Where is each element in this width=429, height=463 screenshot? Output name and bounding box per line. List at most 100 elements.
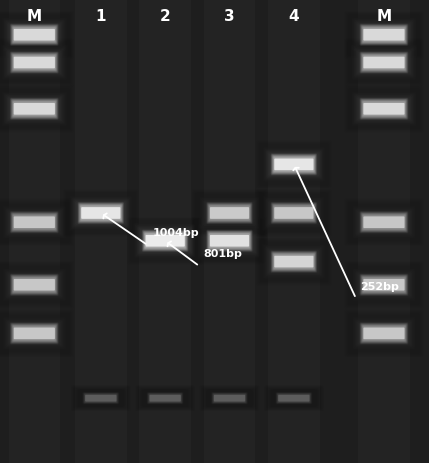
FancyBboxPatch shape [0,265,70,305]
FancyBboxPatch shape [145,233,186,249]
FancyBboxPatch shape [275,393,312,404]
FancyBboxPatch shape [211,393,248,404]
FancyBboxPatch shape [85,394,117,402]
FancyBboxPatch shape [206,202,253,224]
FancyBboxPatch shape [12,324,57,343]
FancyBboxPatch shape [351,268,417,302]
FancyBboxPatch shape [259,192,329,234]
FancyBboxPatch shape [350,204,417,240]
FancyBboxPatch shape [261,194,327,232]
FancyBboxPatch shape [207,390,252,407]
FancyBboxPatch shape [277,394,311,403]
FancyBboxPatch shape [358,274,410,296]
FancyBboxPatch shape [363,55,405,70]
FancyBboxPatch shape [14,56,55,69]
FancyBboxPatch shape [270,389,317,407]
FancyBboxPatch shape [257,239,330,284]
Text: 1: 1 [96,9,106,24]
FancyBboxPatch shape [271,251,317,272]
FancyBboxPatch shape [348,43,420,82]
FancyBboxPatch shape [142,230,188,251]
FancyBboxPatch shape [13,326,55,341]
FancyBboxPatch shape [67,193,135,233]
FancyBboxPatch shape [10,274,58,295]
FancyBboxPatch shape [261,145,327,183]
FancyBboxPatch shape [80,391,121,405]
FancyBboxPatch shape [277,393,311,403]
FancyBboxPatch shape [261,243,327,281]
FancyBboxPatch shape [207,202,252,224]
FancyBboxPatch shape [3,268,66,301]
FancyBboxPatch shape [14,279,55,291]
FancyBboxPatch shape [356,320,412,346]
FancyBboxPatch shape [3,269,65,300]
FancyBboxPatch shape [270,251,318,272]
FancyBboxPatch shape [206,232,253,250]
FancyBboxPatch shape [257,142,330,187]
FancyBboxPatch shape [10,211,59,233]
FancyBboxPatch shape [274,392,314,405]
FancyBboxPatch shape [194,219,265,263]
FancyBboxPatch shape [8,211,60,233]
FancyBboxPatch shape [84,394,118,403]
FancyBboxPatch shape [2,316,67,350]
FancyBboxPatch shape [73,198,129,228]
FancyBboxPatch shape [206,204,253,222]
FancyBboxPatch shape [361,275,407,294]
FancyBboxPatch shape [268,201,320,225]
FancyBboxPatch shape [349,266,419,304]
FancyBboxPatch shape [278,395,310,401]
FancyBboxPatch shape [355,95,413,123]
FancyBboxPatch shape [361,324,407,343]
FancyBboxPatch shape [271,250,317,273]
FancyBboxPatch shape [361,100,407,118]
FancyBboxPatch shape [360,323,408,344]
FancyBboxPatch shape [148,394,182,403]
FancyBboxPatch shape [12,25,57,44]
FancyBboxPatch shape [0,264,71,306]
FancyBboxPatch shape [78,202,124,224]
FancyBboxPatch shape [129,218,202,263]
FancyBboxPatch shape [196,222,263,260]
FancyBboxPatch shape [356,96,412,122]
FancyBboxPatch shape [70,196,131,229]
FancyBboxPatch shape [345,12,423,57]
FancyBboxPatch shape [6,209,62,235]
FancyBboxPatch shape [0,42,71,83]
FancyBboxPatch shape [76,202,126,224]
FancyBboxPatch shape [351,45,417,80]
FancyBboxPatch shape [195,192,264,234]
FancyBboxPatch shape [200,225,259,257]
FancyBboxPatch shape [360,322,408,344]
FancyBboxPatch shape [362,325,406,342]
FancyBboxPatch shape [10,322,59,344]
FancyBboxPatch shape [132,222,198,260]
FancyBboxPatch shape [8,274,60,296]
FancyBboxPatch shape [10,100,58,118]
FancyBboxPatch shape [141,389,190,407]
FancyBboxPatch shape [4,20,64,50]
Text: 1004bp: 1004bp [152,228,199,238]
FancyBboxPatch shape [3,317,66,350]
FancyBboxPatch shape [363,56,405,69]
FancyBboxPatch shape [347,41,421,84]
FancyBboxPatch shape [0,90,69,128]
FancyBboxPatch shape [362,54,406,71]
FancyBboxPatch shape [76,389,125,407]
FancyBboxPatch shape [352,268,416,301]
FancyBboxPatch shape [363,29,405,41]
FancyBboxPatch shape [197,195,262,231]
FancyBboxPatch shape [0,86,73,131]
FancyBboxPatch shape [361,275,407,294]
FancyBboxPatch shape [357,23,411,47]
FancyBboxPatch shape [0,262,73,307]
FancyBboxPatch shape [260,144,328,184]
FancyBboxPatch shape [10,53,58,72]
FancyBboxPatch shape [347,264,420,306]
Text: M: M [27,9,42,24]
FancyBboxPatch shape [271,202,317,224]
FancyBboxPatch shape [0,14,71,56]
FancyBboxPatch shape [205,231,254,251]
FancyBboxPatch shape [6,50,62,75]
FancyBboxPatch shape [8,24,60,46]
